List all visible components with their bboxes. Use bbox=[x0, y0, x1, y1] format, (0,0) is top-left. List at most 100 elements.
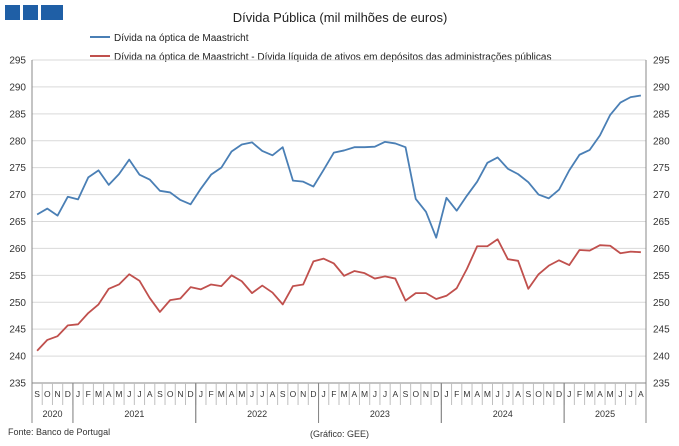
month-label: A bbox=[147, 389, 153, 399]
month-label: O bbox=[167, 389, 174, 399]
month-label: N bbox=[177, 389, 183, 399]
month-label: M bbox=[238, 389, 245, 399]
year-label: 2025 bbox=[595, 409, 615, 419]
month-label: D bbox=[65, 389, 71, 399]
y-axis-right: 235 240 245 250 255 260 265 270 275 280 285 290 295 bbox=[645, 56, 670, 390]
month-label: J bbox=[76, 389, 80, 399]
month-label: J bbox=[567, 389, 571, 399]
month-label: S bbox=[280, 389, 286, 399]
y-tick-label-right: 255 bbox=[653, 271, 670, 282]
month-label: J bbox=[444, 389, 448, 399]
month-label: F bbox=[577, 389, 582, 399]
month-label: N bbox=[300, 389, 306, 399]
year-label: 2021 bbox=[124, 409, 144, 419]
month-label: M bbox=[218, 389, 225, 399]
y-tick-label-left: 260 bbox=[9, 244, 26, 255]
month-label: M bbox=[484, 389, 491, 399]
month-label: J bbox=[618, 389, 622, 399]
month-label: M bbox=[115, 389, 122, 399]
month-label: J bbox=[199, 389, 203, 399]
y-axis-left: 235 240 245 250 255 260 265 270 275 280 285 290 295 bbox=[9, 56, 33, 390]
month-label: A bbox=[392, 389, 398, 399]
year-label: 2023 bbox=[370, 409, 390, 419]
y-tick-label-left: 280 bbox=[9, 136, 26, 147]
legend: Dívida na óptica de Maastricht Dívida na… bbox=[90, 33, 551, 63]
logo-block bbox=[23, 5, 38, 20]
y-tick-label-right: 270 bbox=[653, 190, 670, 201]
y-tick-label-left: 240 bbox=[9, 352, 26, 363]
y-tick-label-left: 270 bbox=[9, 190, 26, 201]
y-tick-label-right: 235 bbox=[653, 379, 670, 390]
logo-block bbox=[5, 5, 20, 20]
month-label: O bbox=[535, 389, 542, 399]
source-note: Fonte: Banco de Portugal bbox=[8, 427, 110, 437]
month-label: M bbox=[586, 389, 593, 399]
month-label: A bbox=[515, 389, 521, 399]
month-label: M bbox=[463, 389, 470, 399]
month-label: N bbox=[423, 389, 429, 399]
y-tick-label-left: 250 bbox=[9, 298, 26, 309]
y-tick-label-right: 290 bbox=[653, 82, 670, 93]
month-label: O bbox=[412, 389, 419, 399]
month-label: J bbox=[260, 389, 264, 399]
y-tick-label-right: 250 bbox=[653, 298, 670, 309]
series-line-net-debt bbox=[36, 238, 641, 352]
month-label: F bbox=[454, 389, 459, 399]
y-tick-label-right: 280 bbox=[653, 136, 670, 147]
y-tick-label-right: 260 bbox=[653, 244, 670, 255]
month-label: J bbox=[373, 389, 377, 399]
chart-credit: (Gráfico: GEE) bbox=[310, 429, 369, 439]
month-label: J bbox=[383, 389, 387, 399]
month-label: J bbox=[322, 389, 326, 399]
y-tick-label-right: 275 bbox=[653, 163, 670, 174]
series-line-maastricht bbox=[36, 94, 642, 239]
month-label: F bbox=[331, 389, 336, 399]
month-label: O bbox=[290, 389, 297, 399]
month-label: S bbox=[157, 389, 163, 399]
month-label: J bbox=[127, 389, 131, 399]
month-label: S bbox=[403, 389, 409, 399]
y-tick-label-left: 265 bbox=[9, 217, 26, 228]
month-label: D bbox=[188, 389, 194, 399]
month-label: O bbox=[44, 389, 51, 399]
logo-block bbox=[41, 5, 63, 20]
month-label: M bbox=[95, 389, 102, 399]
y-tick-label-left: 290 bbox=[9, 82, 26, 93]
month-label: S bbox=[34, 389, 40, 399]
month-label: J bbox=[506, 389, 510, 399]
y-tick-label-right: 265 bbox=[653, 217, 670, 228]
month-label: J bbox=[137, 389, 141, 399]
year-label: 2022 bbox=[247, 409, 267, 419]
month-label: F bbox=[208, 389, 213, 399]
year-label: 2020 bbox=[42, 409, 62, 419]
month-label: A bbox=[270, 389, 276, 399]
month-label: A bbox=[229, 389, 235, 399]
gridlines bbox=[32, 59, 646, 384]
y-tick-label-right: 295 bbox=[653, 56, 670, 67]
month-label: J bbox=[495, 389, 499, 399]
legend-label-net-debt: Dívida na óptica de Maastricht - Dívida … bbox=[114, 52, 551, 63]
month-label: A bbox=[106, 389, 112, 399]
month-label: D bbox=[310, 389, 316, 399]
month-label: A bbox=[638, 389, 644, 399]
year-label: 2024 bbox=[493, 409, 513, 419]
month-label: D bbox=[556, 389, 562, 399]
series-lines bbox=[36, 94, 642, 352]
y-tick-label-right: 245 bbox=[653, 325, 670, 336]
y-tick-label-right: 240 bbox=[653, 352, 670, 363]
chart-title: Dívida Pública (mil milhões de euros) bbox=[233, 10, 448, 25]
month-label: A bbox=[352, 389, 358, 399]
y-tick-label-left: 245 bbox=[9, 325, 26, 336]
legend-label-maastricht: Dívida na óptica de Maastricht bbox=[114, 33, 249, 44]
brand-logo bbox=[5, 5, 63, 20]
month-label: A bbox=[474, 389, 480, 399]
y-tick-label-right: 285 bbox=[653, 109, 670, 120]
y-tick-label-left: 285 bbox=[9, 109, 26, 120]
y-tick-label-left: 295 bbox=[9, 56, 26, 67]
month-label: J bbox=[629, 389, 633, 399]
month-label: N bbox=[546, 389, 552, 399]
month-label: F bbox=[86, 389, 91, 399]
month-label: D bbox=[433, 389, 439, 399]
